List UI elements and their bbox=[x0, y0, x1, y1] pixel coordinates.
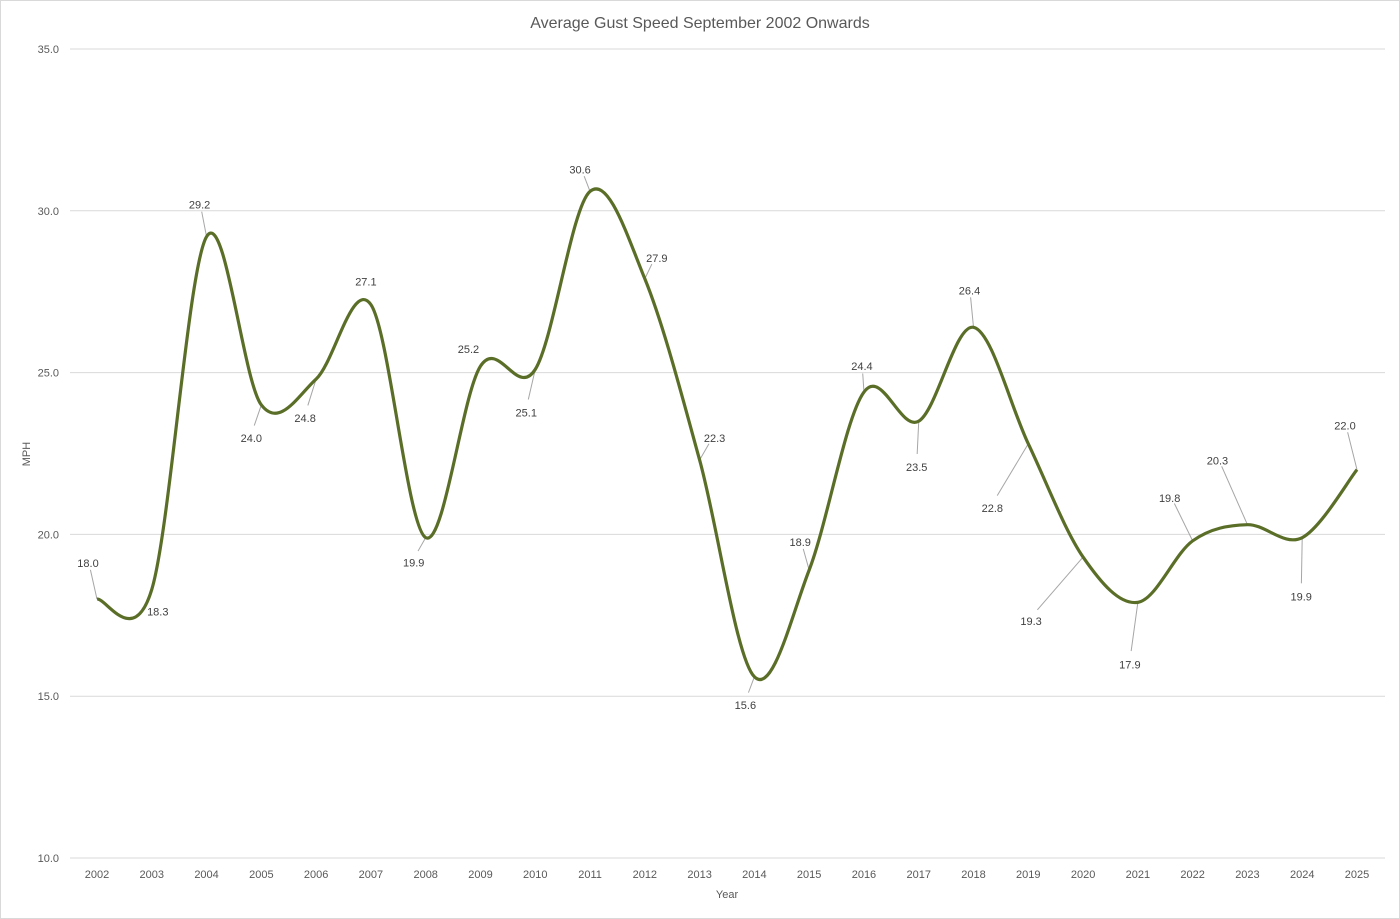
data-label: 25.1 bbox=[516, 407, 537, 419]
data-label: 24.0 bbox=[241, 433, 262, 445]
leader-line bbox=[970, 297, 975, 328]
data-label: 25.2 bbox=[458, 344, 479, 356]
leader-line bbox=[1173, 503, 1194, 542]
x-tick-label: 2006 bbox=[304, 869, 328, 881]
data-label: 17.9 bbox=[1119, 659, 1140, 671]
data-label: 27.9 bbox=[646, 253, 667, 265]
leader-line bbox=[996, 443, 1029, 496]
y-tick-label: 35.0 bbox=[38, 44, 59, 56]
x-tick-label: 2010 bbox=[523, 869, 547, 881]
leader-line bbox=[916, 421, 920, 455]
x-tick-label: 2016 bbox=[852, 869, 876, 881]
data-label: 19.9 bbox=[403, 558, 424, 570]
data-label: 26.4 bbox=[959, 285, 980, 297]
leader-line bbox=[1221, 466, 1248, 525]
data-label: 29.2 bbox=[189, 200, 210, 212]
x-tick-label: 2005 bbox=[249, 869, 273, 881]
x-tick-label: 2024 bbox=[1290, 869, 1314, 881]
leader-line bbox=[699, 443, 710, 461]
data-label: 24.4 bbox=[851, 361, 872, 373]
leader-line bbox=[1300, 537, 1303, 584]
y-tick-label: 15.0 bbox=[38, 691, 59, 703]
x-tick-label: 2013 bbox=[687, 869, 711, 881]
x-tick-label: 2015 bbox=[797, 869, 821, 881]
data-label: 18.0 bbox=[77, 558, 98, 570]
leader-line bbox=[201, 211, 208, 237]
x-tick-label: 2025 bbox=[1345, 869, 1369, 881]
x-tick-label: 2018 bbox=[961, 869, 985, 881]
x-tick-label: 2003 bbox=[140, 869, 164, 881]
leader-line bbox=[644, 263, 653, 279]
x-axis-label: Year bbox=[716, 889, 739, 901]
x-tick-label: 2008 bbox=[413, 869, 437, 881]
data-label: 22.8 bbox=[982, 503, 1003, 515]
y-tick-label: 30.0 bbox=[38, 206, 59, 218]
x-tick-label: 2012 bbox=[633, 869, 657, 881]
data-label: 23.5 bbox=[906, 462, 927, 474]
leader-line bbox=[583, 175, 591, 192]
x-tick-label: 2022 bbox=[1180, 869, 1204, 881]
data-label: 18.3 bbox=[147, 606, 168, 618]
x-tick-label: 2004 bbox=[194, 869, 218, 881]
data-label: 19.8 bbox=[1159, 493, 1180, 505]
leader-line bbox=[89, 569, 98, 600]
x-tick-label: 2017 bbox=[906, 869, 930, 881]
data-label: 19.3 bbox=[1020, 616, 1041, 628]
y-tick-label: 25.0 bbox=[38, 368, 59, 380]
x-tick-label: 2011 bbox=[578, 869, 602, 881]
leader-line bbox=[747, 676, 755, 693]
x-tick-label: 2021 bbox=[1126, 869, 1150, 881]
data-label: 27.1 bbox=[355, 277, 376, 289]
y-axis-label: MPH bbox=[21, 442, 33, 467]
data-label: 20.3 bbox=[1207, 456, 1228, 468]
data-label: 19.9 bbox=[1291, 592, 1312, 604]
y-tick-label: 10.0 bbox=[38, 853, 59, 865]
x-tick-label: 2019 bbox=[1016, 869, 1040, 881]
data-label: 22.3 bbox=[704, 433, 725, 445]
y-tick-label: 20.0 bbox=[38, 529, 59, 541]
x-tick-label: 2023 bbox=[1235, 869, 1259, 881]
data-label: 30.6 bbox=[569, 164, 590, 176]
chart-title: Average Gust Speed September 2002 Onward… bbox=[530, 15, 869, 32]
data-label: 18.9 bbox=[789, 537, 810, 549]
data-label: 24.8 bbox=[294, 413, 315, 425]
x-tick-label: 2020 bbox=[1071, 869, 1095, 881]
x-tick-label: 2009 bbox=[468, 869, 492, 881]
leader-line bbox=[307, 378, 317, 406]
leader-line bbox=[1037, 556, 1084, 611]
x-tick-label: 2007 bbox=[359, 869, 383, 881]
leader-line bbox=[527, 369, 536, 400]
leader-line bbox=[1347, 432, 1358, 470]
x-tick-label: 2002 bbox=[85, 869, 109, 881]
leader-line bbox=[802, 548, 810, 571]
leader-line bbox=[862, 373, 865, 393]
leader-line bbox=[417, 537, 427, 552]
leader-line bbox=[253, 404, 262, 426]
series-line-mph bbox=[96, 187, 1359, 681]
data-label: 22.0 bbox=[1334, 421, 1355, 433]
data-label: 15.6 bbox=[735, 700, 756, 712]
leader-line bbox=[1130, 602, 1139, 652]
x-tick-label: 2014 bbox=[742, 869, 766, 881]
